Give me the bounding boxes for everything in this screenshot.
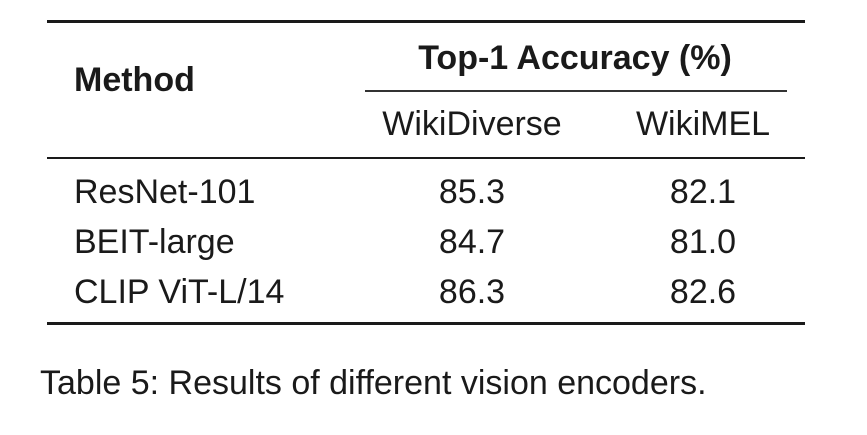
row-method: CLIP ViT-L/14 <box>74 273 285 311</box>
table-top-rule <box>47 20 805 23</box>
table-caption: Table 5: Results of different vision enc… <box>40 364 707 402</box>
row-value-wikimel: 82.1 <box>669 173 737 211</box>
row-method: BEIT-large <box>74 223 235 261</box>
table-mid-rule <box>47 157 805 159</box>
row-value-wikidiverse: 86.3 <box>438 273 506 311</box>
row-value-wikimel: 82.6 <box>669 273 737 311</box>
table-bottom-rule <box>47 322 805 325</box>
header-column-wikidiverse: WikiDiverse <box>382 105 562 143</box>
row-value-wikimel: 81.0 <box>669 223 737 261</box>
row-value-wikidiverse: 85.3 <box>438 173 506 211</box>
header-group-rule <box>365 90 787 92</box>
header-column-wikimel: WikiMEL <box>635 105 771 143</box>
header-accuracy-group: Top-1 Accuracy (%) <box>418 39 732 77</box>
header-method: Method <box>74 61 195 99</box>
row-method: ResNet-101 <box>74 173 256 211</box>
row-value-wikidiverse: 84.7 <box>438 223 506 261</box>
